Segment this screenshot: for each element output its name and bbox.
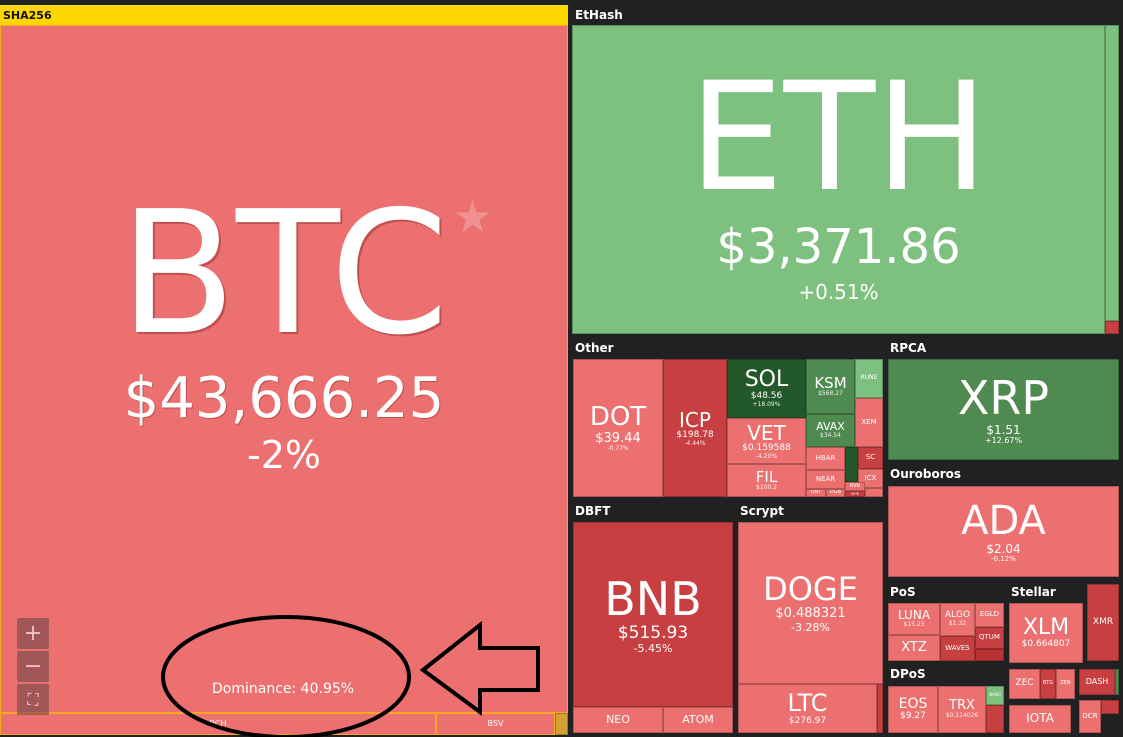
tile-dash[interactable]: DASH bbox=[1079, 669, 1115, 695]
tile-nano[interactable]: NANO bbox=[986, 686, 1004, 705]
tile-eth[interactable]: ETH $3,371.86 +0.51% bbox=[572, 25, 1105, 334]
tile-sc[interactable]: SC bbox=[858, 447, 883, 469]
group-label-pos: PoS bbox=[890, 585, 916, 599]
tile-eth-small[interactable] bbox=[1105, 25, 1119, 321]
group-header-sha256: SHA256 bbox=[0, 5, 568, 25]
annotation-ellipse-arrow bbox=[161, 615, 540, 737]
tile-other-small[interactable] bbox=[865, 488, 883, 497]
tile-vet[interactable]: VET $0.159588 -4.20% bbox=[727, 418, 806, 464]
tile-bsv[interactable]: BSV bbox=[436, 713, 555, 735]
tile-sol[interactable]: SOL $48.56 +18.09% bbox=[727, 359, 806, 418]
group-label-ethash: EtHash bbox=[575, 8, 623, 22]
tile-eth-small-2[interactable] bbox=[1105, 321, 1119, 334]
tile-icp[interactable]: ICP $198.78 -4.44% bbox=[663, 359, 727, 497]
tile-near[interactable]: NEAR bbox=[806, 470, 845, 489]
tile-dcr[interactable]: DCR bbox=[1079, 700, 1101, 733]
tile-algo[interactable]: ALGO $1.32 bbox=[940, 603, 975, 636]
group-label-dbft: DBFT bbox=[575, 504, 611, 518]
tile-btg[interactable]: BTG bbox=[1040, 669, 1056, 699]
tile-luna[interactable]: LUNA $15.23 bbox=[888, 603, 940, 635]
tile-other-green[interactable] bbox=[845, 447, 858, 482]
tile-atom[interactable]: ATOM bbox=[663, 707, 733, 733]
tile-zen[interactable]: ZEN bbox=[1056, 669, 1075, 699]
tile-stx[interactable]: STX bbox=[845, 491, 865, 497]
tile-xem[interactable]: XEM bbox=[855, 398, 883, 447]
tile-xrp[interactable]: XRP $1.51 +12.67% bbox=[888, 359, 1119, 460]
fullscreen-button[interactable]: ⛶ bbox=[17, 684, 49, 715]
tile-egld[interactable]: EGLD bbox=[975, 603, 1004, 627]
group-label-dpos: DPoS bbox=[890, 667, 926, 681]
tile-pos-small[interactable] bbox=[975, 649, 1004, 661]
group-label-rpca: RPCA bbox=[890, 341, 927, 355]
tile-hbar[interactable]: HBAR bbox=[806, 447, 845, 470]
tile-doge[interactable]: DOGE $0.488321 -3.28% bbox=[738, 522, 883, 684]
tile-xtz[interactable]: XTZ bbox=[888, 635, 940, 661]
tile-btc[interactable]: ★ BTC $43,666.25 -2% Dominance: 40.95% bbox=[0, 25, 568, 713]
tile-fil[interactable]: FIL $100.2 bbox=[727, 464, 806, 497]
favorite-star-icon[interactable]: ★ bbox=[453, 192, 493, 243]
tile-bnb[interactable]: BNB $515.93 -5.45% bbox=[573, 522, 733, 707]
tile-rune[interactable]: RUNE bbox=[855, 359, 883, 398]
tile-small-sha[interactable] bbox=[555, 713, 568, 735]
tile-xmr[interactable]: XMR bbox=[1087, 584, 1119, 661]
tile-bch[interactable]: BCH bbox=[0, 713, 436, 735]
tile-zec[interactable]: ZEC bbox=[1009, 669, 1040, 699]
tile-iota[interactable]: IOTA bbox=[1009, 705, 1071, 733]
tile-rvn[interactable]: RVN bbox=[845, 482, 865, 491]
tile-misc-small[interactable] bbox=[1101, 700, 1119, 714]
tile-dpos-small[interactable] bbox=[986, 705, 1004, 733]
tile-ont[interactable]: ONT bbox=[806, 489, 826, 497]
tile-dot[interactable]: DOT $39.44 -0.77% bbox=[573, 359, 663, 497]
tile-scrypt-small[interactable] bbox=[877, 684, 883, 733]
tile-ada[interactable]: ADA $2.04 -0.12% bbox=[888, 486, 1119, 577]
tile-waves[interactable]: WAVES bbox=[940, 636, 975, 661]
tile-eos[interactable]: EOS $9.27 bbox=[888, 686, 938, 733]
tile-avax[interactable]: AVAX $34.54 bbox=[806, 414, 855, 447]
group-label-other: Other bbox=[575, 341, 614, 355]
tile-ltc[interactable]: LTC $276.97 bbox=[738, 684, 877, 733]
tile-trx[interactable]: TRX $0.114026 bbox=[938, 686, 986, 733]
tile-misc-green[interactable] bbox=[1115, 669, 1119, 695]
tile-dgb[interactable]: DGB bbox=[826, 489, 845, 497]
tile-xlm[interactable]: XLM $0.664807 bbox=[1009, 603, 1083, 663]
tile-qtum[interactable]: QTUM bbox=[975, 627, 1004, 649]
group-label-scrypt: Scrypt bbox=[740, 504, 784, 518]
group-label-ouroboros: Ouroboros bbox=[890, 467, 962, 481]
zoom-in-button[interactable]: + bbox=[17, 618, 49, 649]
tile-neo[interactable]: NEO bbox=[573, 707, 663, 733]
group-label-stellar: Stellar bbox=[1011, 585, 1056, 599]
zoom-out-button[interactable]: − bbox=[17, 651, 49, 682]
tile-ksm[interactable]: KSM $568.27 bbox=[806, 359, 855, 414]
